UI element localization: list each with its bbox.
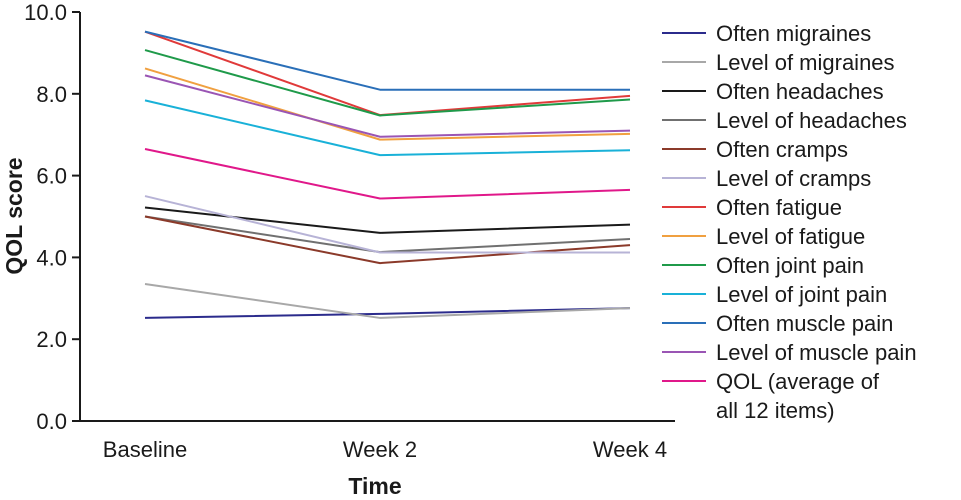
y-tick-label: 10.0: [24, 0, 67, 25]
legend-item: Level of migraines: [662, 50, 895, 75]
axes: [79, 12, 675, 422]
legend-label: Level of joint pain: [716, 282, 887, 307]
series-line: [144, 74, 631, 138]
series-line: [144, 282, 631, 319]
legend-label: Level of muscle pain: [716, 340, 917, 365]
legend-label: Often cramps: [716, 137, 848, 162]
series-line: [144, 30, 630, 91]
legend: Often migraines Level of migraines Often h…: [662, 21, 917, 423]
series-line: [144, 215, 631, 254]
series-line: [144, 215, 631, 265]
legend-label: Level of migraines: [716, 50, 895, 75]
legend-item: Level of joint pain: [662, 282, 887, 307]
x-tick-label: Week 2: [343, 437, 417, 462]
y-tick-label: 6.0: [36, 164, 67, 189]
y-tick-label: 8.0: [36, 82, 67, 107]
legend-item: Level of fatigue: [662, 224, 865, 249]
legend-item: Often muscle pain: [662, 311, 893, 336]
series-line: [144, 148, 631, 200]
legend-label: QOL (average of: [716, 369, 880, 394]
x-tick-label: Week 4: [593, 437, 667, 462]
y-tick-label: 0.0: [36, 409, 67, 434]
series-line: [144, 67, 631, 141]
legend-label: Often joint pain: [716, 253, 864, 278]
legend-label: Often migraines: [716, 21, 871, 46]
y-tick-label: 4.0: [36, 245, 67, 270]
legend-item: Level of muscle pain: [662, 340, 917, 365]
x-axis-title: Time: [348, 473, 401, 495]
y-axis-title: QOL score: [1, 157, 27, 274]
legend-item: Often fatigue: [662, 195, 842, 220]
series-lines: [144, 30, 631, 319]
legend-item: Often migraines: [662, 21, 871, 46]
x-tick-label: Baseline: [103, 437, 187, 462]
legend-item: Often cramps: [662, 137, 848, 162]
series-line: [144, 307, 631, 319]
legend-label: Often fatigue: [716, 195, 842, 220]
y-ticks: 0.0 2.0 4.0 6.0 8.0 10.0: [24, 0, 80, 434]
legend-label: Often headaches: [716, 79, 884, 104]
legend-label: Often muscle pain: [716, 311, 893, 336]
legend-item: Level of cramps: [662, 166, 871, 191]
series-line: [144, 206, 631, 234]
legend-label: Level of cramps: [716, 166, 871, 191]
legend-item: Often headaches: [662, 79, 884, 104]
series-line: [144, 99, 631, 157]
y-tick-label: 2.0: [36, 327, 67, 352]
series-line: [144, 49, 631, 117]
legend-item: Level of headaches: [662, 108, 907, 133]
legend-item: QOL (average of all 12 items): [662, 369, 880, 423]
x-ticks: Baseline Week 2 Week 4: [103, 437, 667, 462]
legend-label: all 12 items): [716, 398, 835, 423]
legend-item: Often joint pain: [662, 253, 864, 278]
legend-label: Level of fatigue: [716, 224, 865, 249]
series-line: [144, 30, 631, 117]
legend-label: Level of headaches: [716, 108, 907, 133]
series-line: [144, 195, 630, 254]
